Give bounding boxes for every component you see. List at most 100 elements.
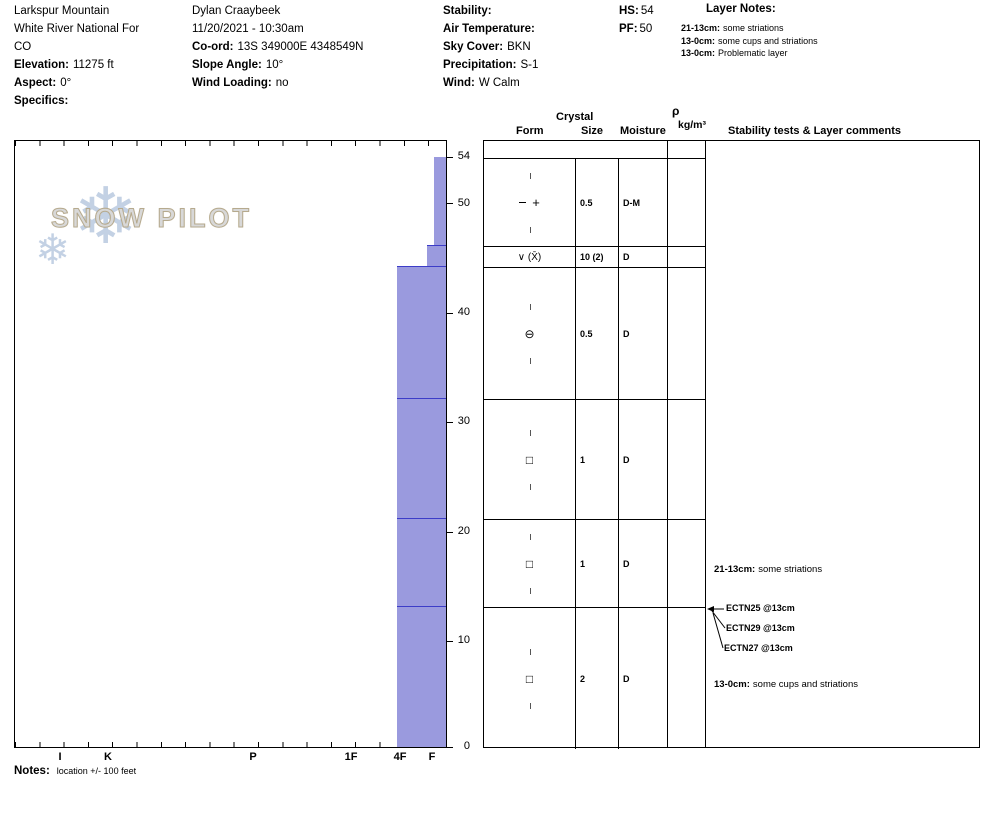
layer-comment-text: some striations bbox=[758, 564, 823, 575]
observer-column: Dylan Craaybeek 11/20/2021 - 10:30am Co-… bbox=[192, 2, 364, 92]
grain-form-symbol: □ bbox=[525, 556, 534, 571]
layer-row: □ 2 D bbox=[484, 607, 667, 749]
layer-comment: 21-13cm: some striations bbox=[714, 564, 822, 575]
moisture-header: Moisture bbox=[620, 125, 666, 137]
layer-note-item: 21-13cm: some striations bbox=[681, 22, 818, 35]
grain-size-cell: 1 bbox=[576, 520, 619, 607]
layer-boundary-line bbox=[667, 246, 705, 247]
moisture-cell: D bbox=[623, 252, 630, 262]
layer-note-range: 21-13cm: bbox=[681, 23, 721, 33]
aspect-value: 0° bbox=[60, 77, 72, 89]
grain-form-cell: ∨ (X̄) bbox=[484, 247, 576, 267]
depth-tick bbox=[447, 313, 453, 314]
grain-size-cell: 0.5 bbox=[576, 159, 619, 246]
aspect-label: Aspect: bbox=[14, 77, 57, 89]
sky-cover-value: BKN bbox=[507, 41, 531, 53]
layer-row: □ 1 D bbox=[484, 519, 667, 607]
depth-tick bbox=[447, 532, 453, 533]
depth-axis-label: 50 bbox=[457, 197, 470, 209]
precip-row: Precipitation: S-1 bbox=[443, 56, 539, 74]
depth-tick bbox=[447, 641, 453, 642]
stability-test-result: ECTN25 @13cm bbox=[726, 603, 795, 613]
layer-center-tick bbox=[519, 202, 527, 203]
depth-tick bbox=[447, 157, 453, 158]
layer-row: + 0.5 D-M bbox=[484, 158, 667, 246]
hardness-axis-label: 4F bbox=[393, 751, 407, 763]
grain-form-cell: □ bbox=[484, 400, 576, 519]
grain-size-cell: 2 bbox=[576, 608, 619, 749]
layer-bar-13-0 bbox=[397, 606, 446, 747]
hardness-axis-ticks-bottom bbox=[15, 742, 446, 747]
hardness-axis-ticks-top bbox=[15, 141, 446, 146]
layer-bar-32-21 bbox=[397, 398, 446, 518]
depth-axis-label: 20 bbox=[457, 525, 470, 537]
density-rho-header: ρ bbox=[672, 104, 680, 118]
depth-tick bbox=[447, 203, 453, 204]
aspect-row: Aspect: 0° bbox=[14, 74, 139, 92]
size-header: Size bbox=[581, 125, 604, 137]
grain-form-symbol: □ bbox=[525, 452, 534, 467]
layer-note-item: 13-0cm: Problematic layer bbox=[681, 47, 818, 60]
density-units-header: kg/m³ bbox=[678, 119, 707, 131]
layer-row: □ 1 D bbox=[484, 399, 667, 519]
pit-location-name: Larkspur Mountain bbox=[14, 5, 110, 17]
wind-loading-label: Wind Loading: bbox=[192, 77, 272, 89]
layer-bar-44-32 bbox=[397, 266, 446, 398]
depth-axis-label: 10 bbox=[457, 634, 470, 646]
snowflake-icon: ❄ bbox=[73, 172, 139, 260]
snowflake-icon: ❄ bbox=[35, 226, 71, 273]
specifics-label: Specifics: bbox=[14, 95, 69, 107]
layer-bar-21-13 bbox=[397, 518, 446, 606]
sky-cover-label: Sky Cover: bbox=[443, 41, 504, 53]
pf-label: PF: bbox=[619, 23, 638, 35]
coord-row: Co-ord: 13S 349000E 4348549N bbox=[192, 38, 364, 56]
moisture-cell: D bbox=[623, 454, 630, 465]
notes-label: Notes: bbox=[14, 765, 50, 777]
snowpilot-watermark: SNOW PILOT bbox=[51, 203, 252, 234]
observation-datetime: 11/20/2021 - 10:30am bbox=[192, 23, 304, 35]
crystal-table: + 0.5 D-M ∨ (X̄) 10 (2) D ⊖ 0.5 D □ 1 D … bbox=[483, 140, 668, 749]
stability-row: Stability: bbox=[443, 2, 539, 20]
wind-loading-row: Wind Loading: no bbox=[192, 74, 364, 92]
depth-axis-label: 0 bbox=[463, 740, 470, 752]
grain-form-symbol: ∨ (X̄) bbox=[517, 251, 542, 263]
layer-boundary-line bbox=[667, 607, 705, 608]
depth-axis-label: 40 bbox=[457, 306, 470, 318]
conditions-column: Stability: Air Temperature: Sky Cover: BK… bbox=[443, 2, 539, 92]
grain-size-cell: 1 bbox=[576, 400, 619, 519]
notes-text: location +/- 100 feet bbox=[56, 766, 137, 776]
wind-label: Wind: bbox=[443, 77, 475, 89]
layer-row: ⊖ 0.5 D bbox=[484, 267, 667, 399]
layer-note-range: 13-0cm: bbox=[681, 35, 716, 46]
grain-size-cell: 0.5 bbox=[576, 268, 619, 399]
layer-notes-title: Layer Notes: bbox=[706, 3, 776, 15]
hardness-axis-label: I bbox=[58, 751, 62, 763]
layer-boundary-line bbox=[667, 519, 705, 520]
pit-region-line2: CO bbox=[14, 41, 32, 53]
air-temp-label: Air Temperature: bbox=[443, 23, 535, 35]
comments-header: Stability tests & Layer comments bbox=[728, 125, 902, 137]
pf-value: 50 bbox=[639, 23, 653, 35]
layer-row: ∨ (X̄) 10 (2) D bbox=[484, 246, 667, 267]
elevation-label: Elevation: bbox=[14, 59, 69, 71]
precip-label: Precipitation: bbox=[443, 59, 517, 71]
layer-note-range: 13-0cm: bbox=[681, 48, 716, 58]
coord-label: Co-ord: bbox=[192, 41, 234, 53]
layer-notes-list: 21-13cm: some striations 13-0cm: some cups… bbox=[681, 22, 818, 60]
pf-row: PF: 50 bbox=[619, 20, 654, 38]
grain-form-cell: □ bbox=[484, 520, 576, 607]
elevation-value: 11275 ft bbox=[72, 59, 114, 71]
moisture-cell: D bbox=[623, 328, 630, 339]
stability-comments-panel: 21-13cm: some striations ECTN25 @13cm ECT… bbox=[705, 140, 980, 748]
elevation-row: Elevation: 11275 ft bbox=[14, 56, 139, 74]
stability-label: Stability: bbox=[443, 5, 492, 17]
grain-size-cell: 10 (2) bbox=[576, 247, 619, 267]
grain-form-cell: □ bbox=[484, 608, 576, 749]
slope-angle-row: Slope Angle: 10° bbox=[192, 56, 364, 74]
hardness-axis-label: F bbox=[428, 751, 436, 763]
wind-loading-value: no bbox=[275, 77, 289, 89]
slope-angle-label: Slope Angle: bbox=[192, 59, 262, 71]
grain-form-symbol: ⊖ bbox=[524, 326, 535, 341]
hs-row: HS: 54 bbox=[619, 2, 654, 20]
